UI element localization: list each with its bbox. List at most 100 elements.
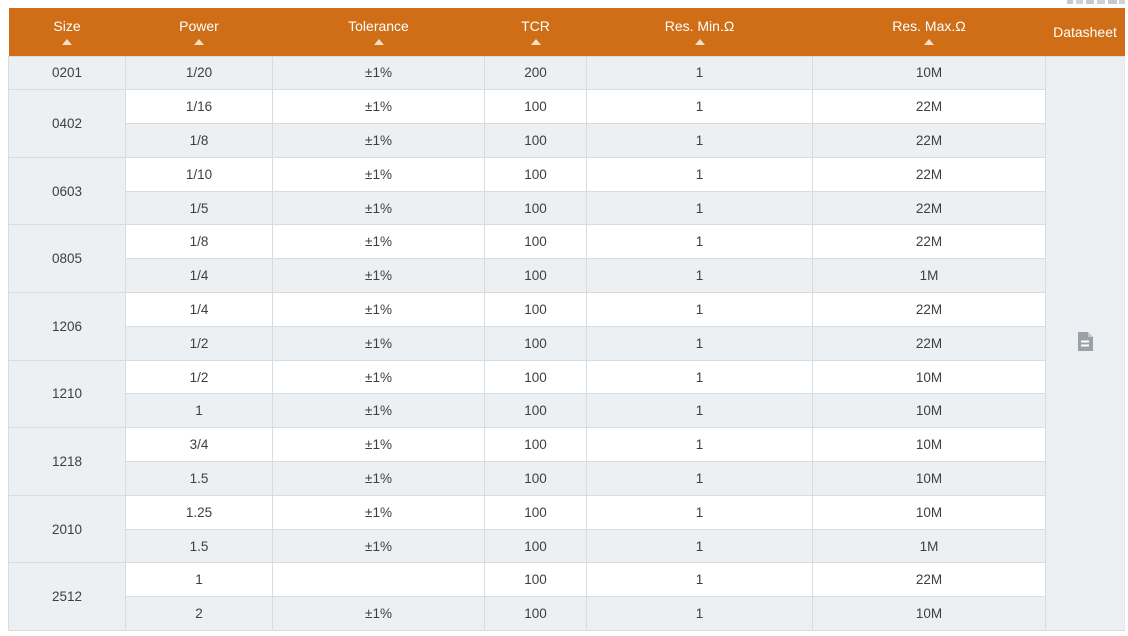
res-max-cell: 10M	[812, 55, 1046, 91]
power-cell: 1.25	[125, 494, 273, 530]
res-min-cell: 1	[586, 258, 813, 294]
res-min-cell: 1	[586, 528, 813, 564]
res-min-cell: 1	[586, 123, 813, 158]
column-label: Res. Min.Ω	[664, 18, 735, 35]
tcr-cell: 100	[484, 258, 587, 294]
tolerance-cell: ±1%	[272, 461, 485, 496]
column-header-res-max[interactable]: Res. Max.Ω	[812, 8, 1046, 56]
res-min-cell: 1	[586, 325, 813, 361]
res-min-cell: 1	[586, 562, 813, 598]
column-header-datasheet: Datasheet	[1045, 8, 1125, 56]
power-cell: 1/8	[125, 123, 273, 158]
tcr-cell: 100	[484, 224, 587, 260]
table-row: 1/8 ±1% 100 1 22M	[9, 123, 1125, 158]
tolerance-cell: ±1%	[272, 292, 485, 327]
power-cell: 1/10	[125, 156, 273, 192]
sort-asc-icon[interactable]	[62, 39, 72, 46]
size-cell: 2010	[8, 494, 126, 564]
table-row: 1 ±1% 100 1 10M	[9, 393, 1125, 429]
column-header-tcr[interactable]: TCR	[484, 8, 587, 56]
size-cell: 1210	[8, 359, 126, 429]
table-row: 1.5 ±1% 100 1 1M	[9, 528, 1125, 564]
res-max-cell: 1M	[812, 528, 1046, 564]
power-cell: 1/16	[125, 89, 273, 125]
power-cell: 1	[125, 562, 273, 598]
tolerance-cell: ±1%	[272, 596, 485, 632]
power-cell: 2	[125, 596, 273, 632]
sort-asc-icon[interactable]	[924, 39, 934, 46]
tolerance-cell: ±1%	[272, 427, 485, 463]
power-cell: 1	[125, 393, 273, 429]
tcr-cell: 100	[484, 562, 587, 598]
res-max-cell: 22M	[812, 156, 1046, 192]
tcr-cell: 100	[484, 359, 587, 395]
column-label: Power	[179, 18, 219, 35]
sort-asc-icon[interactable]	[694, 39, 705, 46]
res-max-cell: 22M	[812, 89, 1046, 125]
tolerance-cell: ±1%	[272, 528, 485, 564]
tcr-cell: 100	[484, 461, 587, 496]
power-cell: 1/4	[125, 258, 273, 294]
tcr-cell: 100	[484, 596, 587, 632]
tcr-cell: 100	[484, 292, 587, 327]
tcr-cell: 100	[484, 325, 587, 361]
column-header-power[interactable]: Power	[125, 8, 273, 56]
size-cell: 1218	[8, 427, 126, 496]
tolerance-cell: ±1%	[272, 89, 485, 125]
res-max-cell: 10M	[812, 461, 1046, 496]
power-cell: 1/20	[125, 55, 273, 91]
res-min-cell: 1	[586, 359, 813, 395]
table-row: 2 ±1% 100 1 10M	[9, 596, 1125, 632]
power-cell: 1/4	[125, 292, 273, 327]
tolerance-cell: ±1%	[272, 325, 485, 361]
table-row: 1218 3/4 ±1% 100 1 10M	[8, 427, 1125, 496]
file-text-icon[interactable]	[1077, 332, 1093, 352]
column-header-res-min[interactable]: Res. Min.Ω	[586, 8, 813, 56]
column-header-size[interactable]: Size	[8, 8, 126, 56]
sort-asc-icon[interactable]	[530, 39, 541, 46]
power-cell: 1/5	[125, 190, 273, 226]
resistor-spec-table: Size Power Tolerance TCR Res. Min.Ω Res. Max.…	[8, 8, 1125, 632]
res-max-cell: 22M	[812, 562, 1046, 598]
sort-asc-icon[interactable]	[373, 39, 384, 46]
table-row: 2010 1.25 ±1% 100 1 10M	[8, 494, 1125, 564]
sort-asc-icon[interactable]	[194, 39, 204, 46]
table-row: 1210 1/2 ±1% 100 1 10M	[8, 359, 1125, 429]
tcr-cell: 100	[484, 123, 587, 158]
res-min-cell: 1	[586, 156, 813, 192]
power-cell: 1/2	[125, 359, 273, 395]
tcr-cell: 100	[484, 393, 587, 429]
column-label: Size	[53, 18, 81, 35]
power-cell: 1/2	[125, 325, 273, 361]
tcr-cell: 100	[484, 89, 587, 125]
column-label: Tolerance	[348, 18, 409, 35]
res-max-cell: 1M	[812, 258, 1046, 294]
column-label: Res. Max.Ω	[892, 18, 966, 35]
res-max-cell: 22M	[812, 292, 1046, 327]
res-min-cell: 1	[586, 224, 813, 260]
size-cell: 0805	[8, 224, 126, 294]
res-min-cell: 1	[586, 55, 813, 91]
power-cell: 1.5	[125, 528, 273, 564]
tolerance-cell: ±1%	[272, 494, 485, 530]
table-row: 1.5 ±1% 100 1 10M	[9, 461, 1125, 496]
tolerance-cell: ±1%	[272, 190, 485, 226]
table-row: 1/4 ±1% 100 1 1M	[9, 258, 1125, 294]
column-header-tolerance[interactable]: Tolerance	[272, 8, 485, 56]
table-row: 0603 1/10 ±1% 100 1 22M	[8, 156, 1125, 226]
tcr-cell: 100	[484, 427, 587, 463]
res-max-cell: 10M	[812, 393, 1046, 429]
tolerance-cell: ±1%	[272, 359, 485, 395]
table-row: 0201 1/20 ±1% 200 1 10M	[8, 55, 1125, 632]
res-max-cell: 22M	[812, 224, 1046, 260]
res-max-cell: 10M	[812, 494, 1046, 530]
tcr-cell: 100	[484, 156, 587, 192]
tcr-cell: 100	[484, 190, 587, 226]
res-max-cell: 10M	[812, 359, 1046, 395]
res-min-cell: 1	[586, 494, 813, 530]
tolerance-cell: ±1%	[272, 258, 485, 294]
tolerance-cell: ±1%	[272, 156, 485, 192]
power-cell: 1/8	[125, 224, 273, 260]
res-min-cell: 1	[586, 596, 813, 632]
